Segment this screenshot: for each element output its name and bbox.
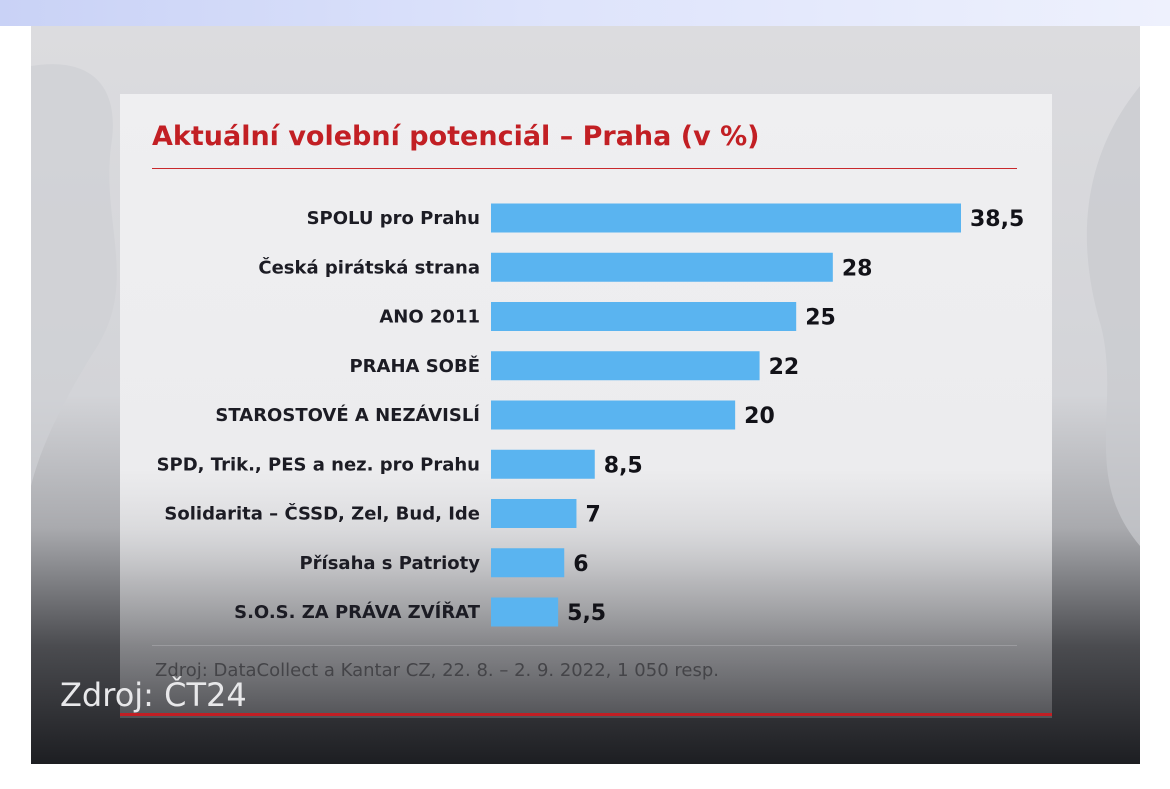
title-divider — [152, 168, 1017, 169]
value-label: 25 — [805, 306, 836, 331]
category-label: ANO 2011 — [379, 307, 480, 328]
bar — [491, 302, 797, 331]
source-divider — [152, 645, 1017, 646]
bar — [491, 351, 760, 381]
value-label: 38,5 — [970, 207, 1024, 232]
category-label: Přísaha s Patrioty — [299, 553, 480, 574]
source-note: Zdroj: DataCollect a Kantar CZ, 22. 8. –… — [155, 660, 719, 681]
bar — [491, 597, 559, 627]
background-map-shape — [31, 64, 1140, 546]
category-label: SPOLU pro Prahu — [307, 208, 480, 229]
value-label: 6 — [573, 552, 588, 577]
chart-title: Aktuální volební potenciál – Praha (v %) — [152, 121, 760, 152]
category-label: S.O.S. ZA PRÁVA ZVÍŘAT — [234, 601, 481, 623]
category-label: STAROSTOVÉ A NEZÁVISLÍ — [215, 404, 480, 426]
value-label: 5,5 — [567, 601, 606, 626]
value-label: 8,5 — [604, 453, 643, 478]
bar — [491, 203, 961, 233]
value-label: 22 — [769, 355, 800, 380]
watermark: Zdroj: ČT24 — [60, 676, 247, 714]
bar — [491, 252, 833, 282]
category-label: Česká pirátská strana — [258, 256, 480, 278]
category-label: PRAHA SOBĚ — [349, 355, 480, 377]
value-label: 20 — [744, 404, 775, 429]
category-label: SPD, Trik., PES a nez. pro Prahu — [157, 454, 480, 475]
panel-bottom-rule — [120, 713, 1052, 716]
bar — [491, 548, 565, 578]
value-label: 7 — [585, 503, 600, 528]
bar — [491, 449, 595, 479]
top-gradient-bar — [0, 0, 1170, 26]
bar — [491, 499, 577, 528]
value-label: 28 — [842, 256, 873, 281]
bar — [491, 400, 736, 430]
category-label: Solidarita – ČSSD, Zel, Bud, Ide — [164, 503, 480, 525]
